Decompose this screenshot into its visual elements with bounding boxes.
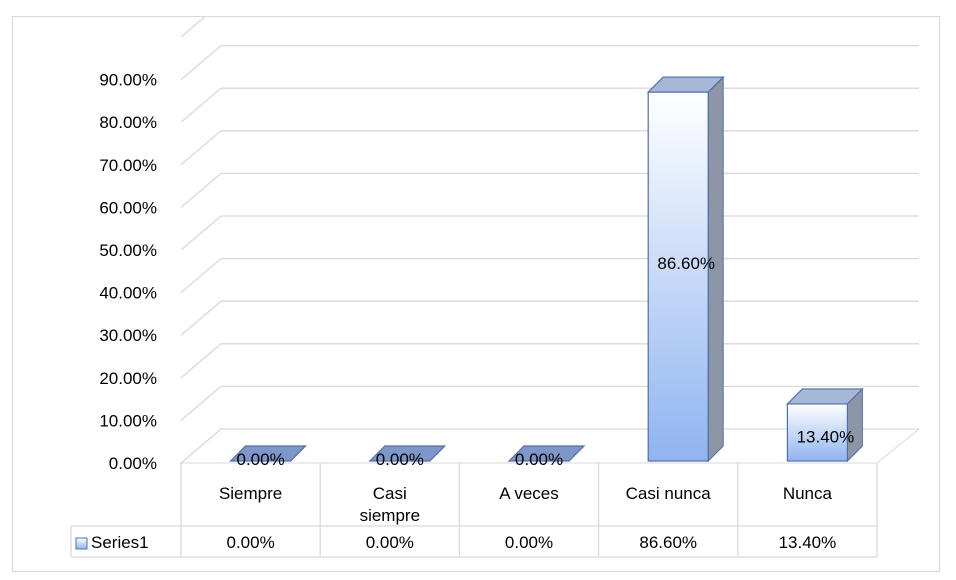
x-category-label: Casi bbox=[373, 484, 407, 503]
gridline-side bbox=[180, 385, 222, 421]
bar-top bbox=[368, 445, 447, 462]
y-tick-label: 80.00% bbox=[99, 113, 157, 132]
y-tick-label: 70.00% bbox=[99, 156, 157, 175]
data-label: 0.00% bbox=[236, 450, 284, 469]
data-label: 0.00% bbox=[515, 450, 563, 469]
chart-frame: 0.00% 10.00% 20.00% 30.00% 40.00% 50.00% 60.00… bbox=[12, 16, 940, 572]
y-tick-label: 20.00% bbox=[99, 369, 157, 388]
gridline-side bbox=[180, 300, 222, 336]
bar-2 bbox=[507, 445, 586, 462]
data-label: 0.00% bbox=[376, 450, 424, 469]
bar-0 bbox=[229, 445, 308, 462]
gridline-side bbox=[180, 45, 222, 81]
gridline-side bbox=[180, 258, 222, 294]
gridline-side bbox=[180, 343, 222, 379]
gridline-side bbox=[180, 17, 206, 38]
x-category-label: Nunca bbox=[783, 484, 833, 503]
x-category-label: siempre bbox=[360, 506, 420, 525]
bar-top bbox=[785, 388, 864, 405]
x-category-label: A veces bbox=[499, 484, 559, 503]
data-label: 13.40% bbox=[797, 427, 855, 446]
table-value-cell: 0.00% bbox=[226, 533, 274, 552]
bar-1 bbox=[368, 445, 447, 462]
y-tick-label: 10.00% bbox=[99, 411, 157, 430]
table-value-cell: 86.60% bbox=[639, 533, 697, 552]
table-value-cell: 13.40% bbox=[779, 533, 837, 552]
gridline-side bbox=[180, 87, 222, 123]
data-label: 86.60% bbox=[657, 254, 715, 273]
chart-svg: 0.00% 10.00% 20.00% 30.00% 40.00% 50.00% 60.00… bbox=[70, 17, 921, 558]
bar-3 bbox=[646, 75, 725, 463]
gridline-side bbox=[180, 215, 222, 251]
data-table bbox=[70, 463, 878, 558]
y-tick-label: 50.00% bbox=[99, 241, 157, 260]
y-tick-label: 60.00% bbox=[99, 198, 157, 217]
bar-top bbox=[229, 445, 308, 462]
table-value-cell: 0.00% bbox=[366, 533, 414, 552]
gridline-side bbox=[180, 172, 222, 208]
y-tick-label: 0.00% bbox=[109, 454, 157, 473]
x-category-label: Siempre bbox=[219, 484, 282, 503]
bar-4 bbox=[785, 387, 864, 463]
bar-front bbox=[647, 91, 709, 462]
legend-series-name: Series1 bbox=[91, 533, 149, 552]
y-tick-label: 40.00% bbox=[99, 284, 157, 303]
y-tick-label: 30.00% bbox=[99, 326, 157, 345]
bar-top bbox=[646, 76, 725, 93]
gridlines bbox=[180, 17, 919, 464]
bar-top bbox=[507, 445, 586, 462]
gridline-side bbox=[180, 130, 222, 166]
table-value-cell: 0.00% bbox=[505, 533, 553, 552]
legend-swatch bbox=[75, 537, 88, 550]
chart-floor bbox=[179, 428, 921, 464]
x-category-label: Casi nunca bbox=[626, 484, 712, 503]
y-tick-label: 90.00% bbox=[99, 71, 157, 90]
